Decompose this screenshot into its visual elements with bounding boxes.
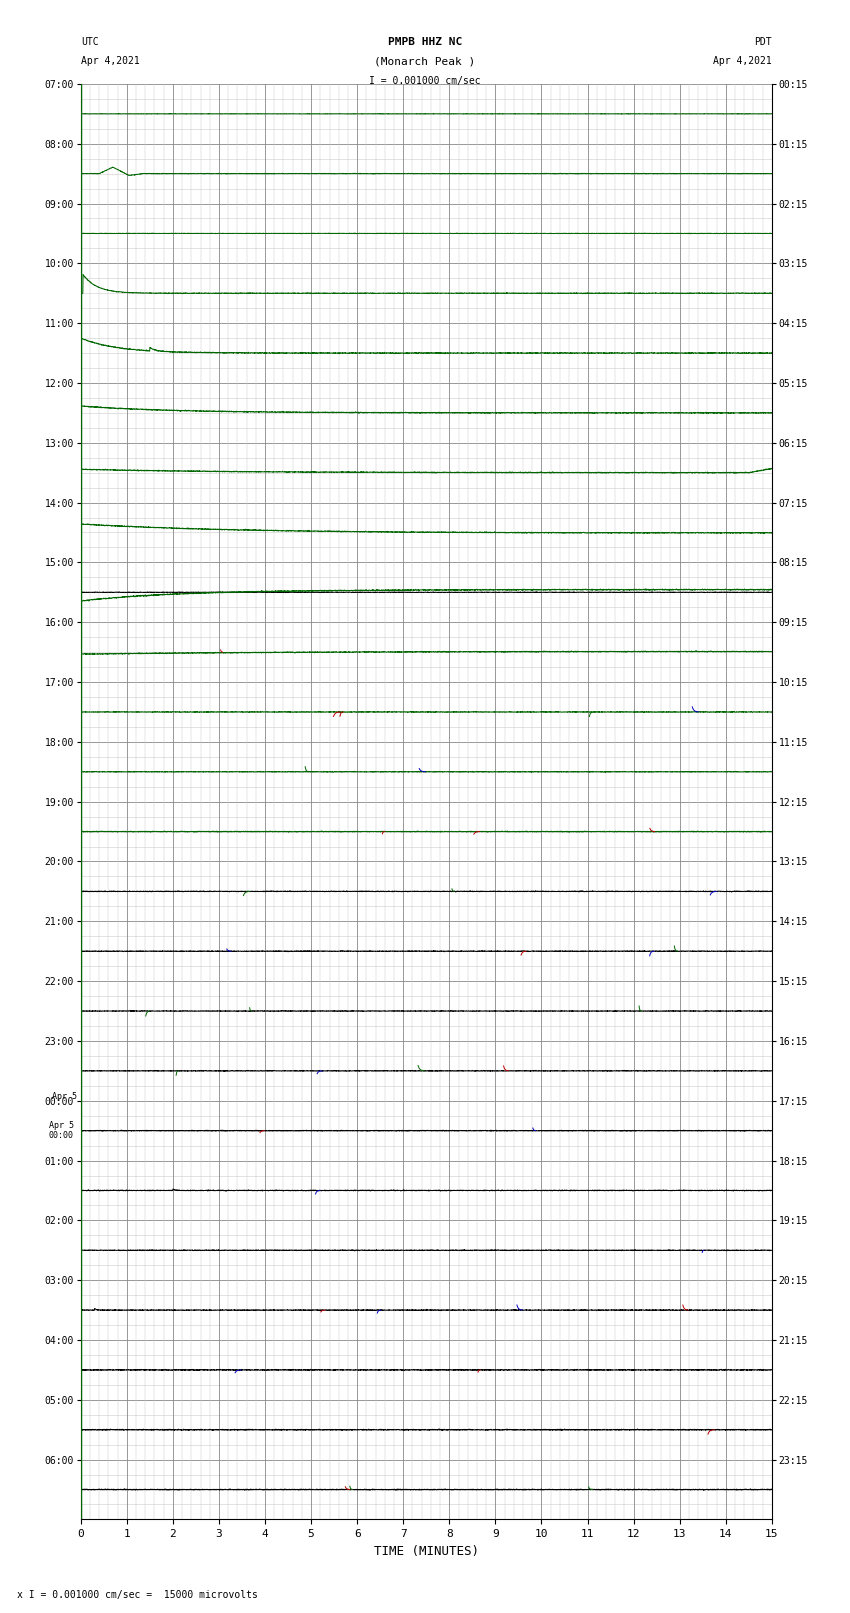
Text: PDT: PDT [754,37,772,47]
Text: x I = 0.001000 cm/sec =  15000 microvolts: x I = 0.001000 cm/sec = 15000 microvolts [17,1590,258,1600]
Text: Apr 5
00:00: Apr 5 00:00 [48,1121,74,1140]
Text: Apr 4,2021: Apr 4,2021 [81,56,139,66]
X-axis label: TIME (MINUTES): TIME (MINUTES) [374,1545,479,1558]
Text: Apr 5: Apr 5 [52,1092,76,1100]
Text: PMPB HHZ NC: PMPB HHZ NC [388,37,462,47]
Text: UTC: UTC [81,37,99,47]
Text: Apr 4,2021: Apr 4,2021 [713,56,772,66]
Text: (Monarch Peak ): (Monarch Peak ) [374,56,476,66]
Text: I = 0.001000 cm/sec: I = 0.001000 cm/sec [369,76,481,85]
